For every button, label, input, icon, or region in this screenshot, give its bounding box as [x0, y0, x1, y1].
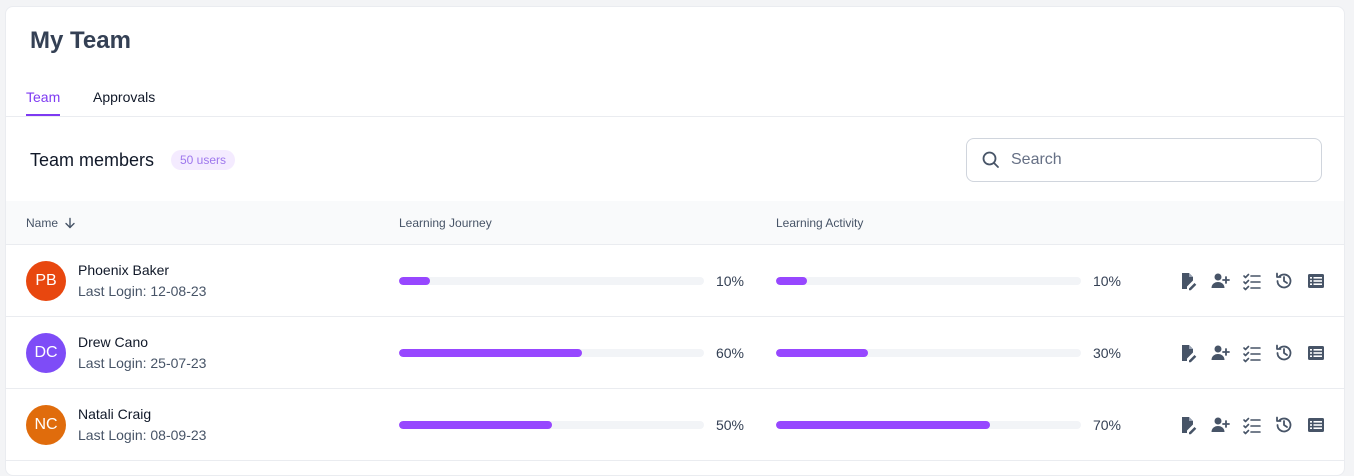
- history-icon[interactable]: [1274, 271, 1294, 291]
- member-name[interactable]: Phoenix Baker: [78, 262, 170, 278]
- column-header-name-label: Name: [26, 216, 59, 230]
- journey-progress-fill: [399, 349, 582, 357]
- activity-percent: 70%: [1092, 417, 1121, 433]
- history-icon[interactable]: [1274, 415, 1294, 435]
- column-header-activity: Learning Activity: [776, 216, 864, 230]
- checklist-icon[interactable]: [1242, 271, 1262, 291]
- search-box[interactable]: [966, 138, 1322, 182]
- edit-document-icon[interactable]: [1178, 271, 1198, 291]
- row-actions: [1178, 343, 1326, 363]
- table-row: DC Drew Cano Last Login: 25-07-23 60% 30%: [6, 317, 1344, 389]
- member-name[interactable]: Natali Craig: [78, 406, 152, 422]
- user-count-badge: 50 users: [171, 150, 236, 170]
- search-input[interactable]: [1011, 151, 1311, 169]
- edit-document-icon[interactable]: [1178, 343, 1198, 363]
- history-icon[interactable]: [1274, 343, 1294, 363]
- avatar[interactable]: DC: [26, 333, 66, 373]
- last-login: Last Login: 25-07-23: [78, 355, 207, 371]
- add-user-icon[interactable]: [1210, 271, 1230, 291]
- search-icon: [982, 151, 999, 168]
- checklist-icon[interactable]: [1242, 415, 1262, 435]
- journey-percent: 10%: [715, 273, 744, 289]
- activity-percent: 30%: [1092, 345, 1121, 361]
- activity-progress-bar: [776, 277, 1081, 285]
- activity-progress-fill: [776, 277, 807, 285]
- tab-team[interactable]: Team: [26, 89, 61, 116]
- activity-progress-bar: [776, 421, 1081, 429]
- avatar[interactable]: PB: [26, 261, 66, 301]
- sort-arrow-down-icon: [65, 217, 75, 229]
- avatar[interactable]: NC: [26, 405, 66, 445]
- list-view-icon[interactable]: [1306, 415, 1326, 435]
- edit-document-icon[interactable]: [1178, 415, 1198, 435]
- journey-progress-fill: [399, 277, 430, 285]
- journey-progress-fill: [399, 421, 552, 429]
- last-login: Last Login: 08-09-23: [78, 427, 207, 443]
- checklist-icon[interactable]: [1242, 343, 1262, 363]
- table-row: NC Natali Craig Last Login: 08-09-23 50% 70%: [6, 389, 1344, 461]
- column-header-name[interactable]: Name: [26, 216, 76, 230]
- team-card: My Team Team Approvals Team members 50 u…: [5, 6, 1345, 476]
- table-row: PB Phoenix Baker Last Login: 12-08-23 10% 10…: [6, 245, 1344, 317]
- last-login: Last Login: 12-08-23: [78, 283, 207, 299]
- row-actions: [1178, 271, 1326, 291]
- column-header-journey: Learning Journey: [399, 216, 492, 230]
- journey-progress-bar: [399, 277, 704, 285]
- activity-progress-bar: [776, 349, 1081, 357]
- activity-progress-fill: [776, 421, 990, 429]
- journey-percent: 60%: [715, 345, 744, 361]
- journey-progress-bar: [399, 349, 704, 357]
- row-actions: [1178, 415, 1326, 435]
- tab-approvals[interactable]: Approvals: [93, 89, 156, 105]
- journey-percent: 50%: [715, 417, 744, 433]
- member-name[interactable]: Drew Cano: [78, 334, 149, 350]
- page-title: My Team: [30, 27, 131, 54]
- activity-progress-fill: [776, 349, 868, 357]
- add-user-icon[interactable]: [1210, 415, 1230, 435]
- list-view-icon[interactable]: [1306, 343, 1326, 363]
- tab-bar: Team Approvals: [6, 89, 1344, 117]
- table-header: Name Learning Journey Learning Activity: [6, 201, 1344, 245]
- team-members-heading: Team members: [30, 150, 155, 170]
- add-user-icon[interactable]: [1210, 343, 1230, 363]
- list-view-icon[interactable]: [1306, 271, 1326, 291]
- journey-progress-bar: [399, 421, 704, 429]
- activity-percent: 10%: [1092, 273, 1121, 289]
